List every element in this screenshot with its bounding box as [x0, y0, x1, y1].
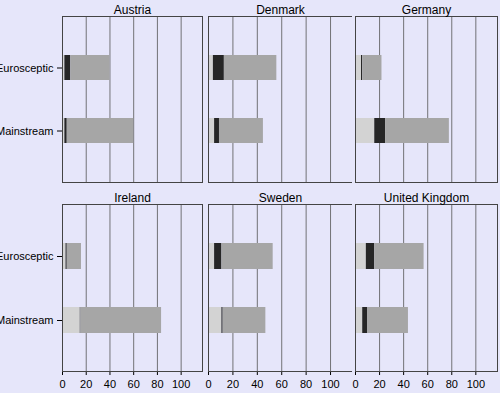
svg-text:Denmark: Denmark — [256, 3, 306, 17]
svg-text:80: 80 — [300, 378, 312, 390]
svg-text:40: 40 — [398, 378, 410, 390]
svg-text:40: 40 — [251, 378, 263, 390]
svg-text:Eurosceptic: Eurosceptic — [0, 62, 54, 74]
svg-text:Mainstream: Mainstream — [0, 125, 54, 137]
svg-text:Eurosceptic: Eurosceptic — [0, 250, 54, 262]
svg-text:100: 100 — [467, 378, 485, 390]
svg-text:Germany: Germany — [402, 3, 451, 17]
svg-text:Sweden: Sweden — [259, 191, 302, 205]
svg-text:United Kingdom: United Kingdom — [384, 191, 469, 205]
svg-text:Austria: Austria — [114, 3, 152, 17]
svg-text:0: 0 — [352, 378, 358, 390]
svg-text:Mainstream: Mainstream — [0, 314, 54, 326]
svg-text:100: 100 — [172, 378, 190, 390]
svg-text:40: 40 — [104, 378, 116, 390]
svg-text:Ireland: Ireland — [114, 191, 151, 205]
svg-text:60: 60 — [128, 378, 140, 390]
svg-text:60: 60 — [422, 378, 434, 390]
svg-text:0: 0 — [205, 378, 211, 390]
svg-text:20: 20 — [80, 378, 92, 390]
svg-text:100: 100 — [321, 378, 339, 390]
svg-text:60: 60 — [276, 378, 288, 390]
svg-text:0: 0 — [59, 378, 65, 390]
svg-text:20: 20 — [373, 378, 385, 390]
svg-text:80: 80 — [446, 378, 458, 390]
svg-text:80: 80 — [151, 378, 163, 390]
svg-text:20: 20 — [227, 378, 239, 390]
